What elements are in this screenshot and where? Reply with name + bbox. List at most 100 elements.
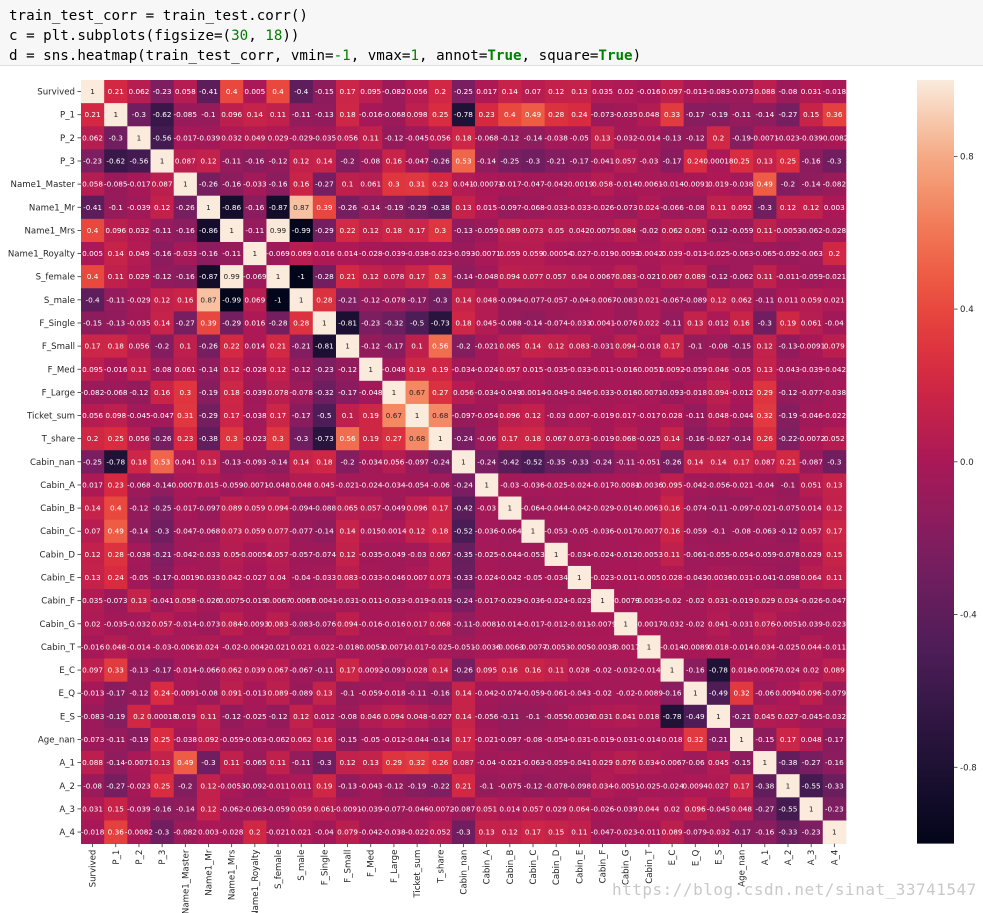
cell-annotation: -0.078 xyxy=(289,388,313,397)
heatmap-cell xyxy=(428,403,453,428)
heatmap-cell xyxy=(475,612,499,636)
cell-annotation: -0.016 xyxy=(637,87,661,96)
heatmap-cell xyxy=(799,172,824,197)
cell-annotation: -0.35 xyxy=(454,550,473,559)
cell-annotation: -0.017 xyxy=(475,596,499,605)
heatmap-cell xyxy=(753,80,777,104)
cell-annotation: -0.13 xyxy=(663,133,682,142)
heatmap-cell xyxy=(289,704,314,729)
heatmap-cell xyxy=(799,380,824,405)
cell-annotation: -0.19 xyxy=(106,712,125,721)
heatmap-cell xyxy=(382,681,406,706)
cell-annotation: -0.05 xyxy=(732,365,751,374)
cell-annotation: -0.068 xyxy=(521,203,545,212)
heatmap-cell xyxy=(521,612,545,636)
cell-annotation: -0.056 xyxy=(475,712,499,721)
heatmap-cell xyxy=(312,265,337,289)
cell-annotation: 0.16 xyxy=(293,180,310,189)
cell-annotation: 0.087 xyxy=(453,758,474,767)
heatmap-cell xyxy=(127,820,151,845)
cell-annotation: 1 xyxy=(670,666,675,675)
cell-annotation: -0.14 xyxy=(315,527,334,536)
heatmap-cell xyxy=(567,565,592,590)
cell-annotation: -0.014 xyxy=(174,666,198,675)
cell-annotation: 0.095 xyxy=(360,87,381,96)
cell-annotation: 0.083 xyxy=(337,573,358,582)
cell-annotation: 0.061 xyxy=(175,365,196,374)
cell-annotation: 0.11 xyxy=(757,272,773,281)
heatmap-cell xyxy=(590,658,615,683)
heatmap-cell xyxy=(196,403,221,428)
cell-annotation: -0.039 xyxy=(197,133,221,142)
heatmap-cell xyxy=(706,542,731,567)
heatmap-cell xyxy=(428,265,453,289)
cell-annotation: 0.07 xyxy=(84,527,101,536)
heatmap-cell xyxy=(81,704,105,729)
heatmap-cell xyxy=(544,357,569,382)
heatmap-cell xyxy=(127,126,151,150)
cell-annotation: -0.025 xyxy=(243,712,267,721)
cell-annotation: 1 xyxy=(693,689,698,698)
cell-annotation: 0.046 xyxy=(360,712,381,721)
cell-annotation: -0.1 xyxy=(711,527,725,536)
cell-annotation: -0.073 xyxy=(81,735,105,744)
heatmap-cell xyxy=(196,172,221,197)
cell-annotation: -0.047 xyxy=(823,596,847,605)
cell-annotation: -0.12 xyxy=(130,388,149,397)
heatmap-cell xyxy=(614,727,638,752)
heatmap-cell xyxy=(799,681,824,706)
heatmap-cell xyxy=(753,704,777,729)
heatmap-cell xyxy=(173,797,198,821)
heatmap-cell xyxy=(822,357,847,382)
heatmap-cell xyxy=(475,820,499,845)
heatmap-cell xyxy=(150,126,175,150)
heatmap-cell xyxy=(475,334,499,359)
heatmap-cell xyxy=(706,80,731,104)
heatmap-cell xyxy=(359,380,383,405)
heatmap-cell xyxy=(822,241,847,266)
cell-annotation: 0.094 xyxy=(383,712,404,721)
heatmap-cell xyxy=(335,589,360,613)
heatmap-cell xyxy=(614,241,638,266)
cell-annotation: -0.018 xyxy=(823,87,847,96)
cell-annotation: -0.3 xyxy=(758,203,773,212)
heatmap-cell xyxy=(81,288,105,312)
cell-annotation: -0.059 xyxy=(753,550,777,559)
heatmap-cell xyxy=(567,820,592,845)
heatmap-cell xyxy=(614,565,638,590)
cell-annotation: -0.014 xyxy=(660,642,684,651)
heatmap-cell xyxy=(335,241,360,266)
cell-annotation: 0.12 xyxy=(200,804,216,813)
cell-annotation: 0.25 xyxy=(154,781,170,790)
heatmap-cell xyxy=(289,635,314,659)
heatmap-cell xyxy=(590,334,615,359)
cell-annotation: -0.25 xyxy=(500,156,519,165)
cell-annotation: -0.011 xyxy=(637,828,661,837)
heatmap-cell xyxy=(475,635,499,659)
heatmap-cell xyxy=(359,334,383,359)
cell-annotation: -0.33 xyxy=(454,573,473,582)
cell-annotation: 0.26 xyxy=(432,758,449,767)
heatmap-cell xyxy=(776,774,800,798)
cell-annotation: 0.052 xyxy=(430,828,451,837)
heatmap-cell xyxy=(567,496,592,521)
heatmap-cell xyxy=(382,751,406,775)
cell-annotation: 0.049 xyxy=(244,133,265,142)
cell-annotation: -0.49 xyxy=(709,689,728,698)
code-cell[interactable]: train_test_corr = train_test.corr() c = … xyxy=(0,0,983,66)
x-tick-label: S_male xyxy=(297,850,307,881)
heatmap-cell xyxy=(451,311,476,335)
heatmap-cell xyxy=(359,195,383,220)
heatmap-cell xyxy=(660,195,685,220)
heatmap-cell xyxy=(614,103,638,127)
cell-annotation: -0.26 xyxy=(338,203,357,212)
cell-annotation: -0.03 xyxy=(639,156,658,165)
heatmap-cell xyxy=(475,357,499,382)
cell-annotation: -0.0063 xyxy=(496,642,525,651)
heatmap-cell xyxy=(428,311,453,335)
cell-annotation: -0.022 xyxy=(823,411,847,420)
heatmap-cell xyxy=(730,450,754,474)
heatmap-cell xyxy=(799,751,824,775)
heatmap-cell xyxy=(335,635,360,659)
heatmap-cell xyxy=(312,473,337,497)
